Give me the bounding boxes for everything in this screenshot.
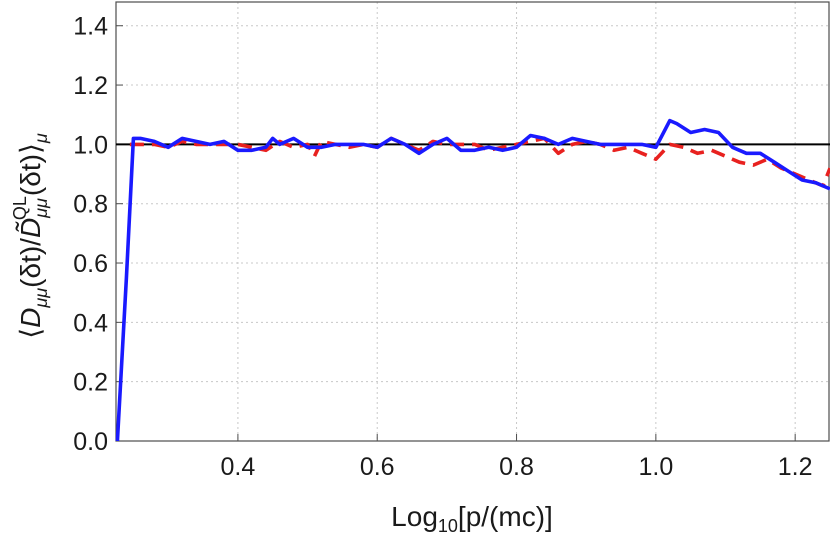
y-tick-label: 0.4 — [73, 309, 108, 337]
x-tick-label: 0.8 — [499, 453, 534, 481]
series-lines — [115, 118, 830, 442]
y-tick-label: 0.6 — [73, 250, 108, 278]
y-tick-label: 0.2 — [73, 369, 108, 397]
axes — [115, 1, 830, 442]
x-tick-label: 1.0 — [638, 453, 673, 481]
y-tick-label: 1.2 — [73, 72, 108, 100]
x-tick-label: 0.6 — [360, 453, 395, 481]
tick-labels: 0.4 0.6 0.8 1.0 1.2 0.0 0.2 0.4 0.6 0.8 1.0 1.2 1.4 — [73, 13, 812, 481]
grid-lines — [116, 2, 830, 441]
y-axis-title: ⟨Dμμ(δt)/D̃μμQL(δt)⟩μ — [10, 133, 51, 339]
x-axis-title: Log10[p/(mc)] — [391, 501, 553, 535]
x-tick-label: 0.4 — [221, 453, 256, 481]
solid-blue-series-line — [115, 118, 830, 442]
plot-frame — [115, 1, 830, 442]
y-tick-label: 1.0 — [73, 131, 108, 159]
y-tick-label: 0.8 — [73, 191, 108, 219]
y-tick-label: 1.4 — [73, 13, 108, 41]
x-tick-label: 1.2 — [778, 453, 813, 481]
dashed-red-series-line — [129, 136, 830, 188]
y-tick-label: 0.0 — [73, 428, 108, 456]
